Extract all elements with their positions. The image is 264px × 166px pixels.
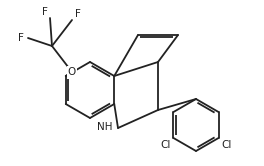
Text: Cl: Cl bbox=[161, 139, 171, 150]
Text: F: F bbox=[42, 7, 48, 17]
Text: NH: NH bbox=[97, 122, 113, 132]
Text: F: F bbox=[75, 9, 81, 19]
Text: F: F bbox=[18, 33, 24, 43]
Text: O: O bbox=[68, 67, 76, 77]
Text: Cl: Cl bbox=[221, 139, 232, 150]
